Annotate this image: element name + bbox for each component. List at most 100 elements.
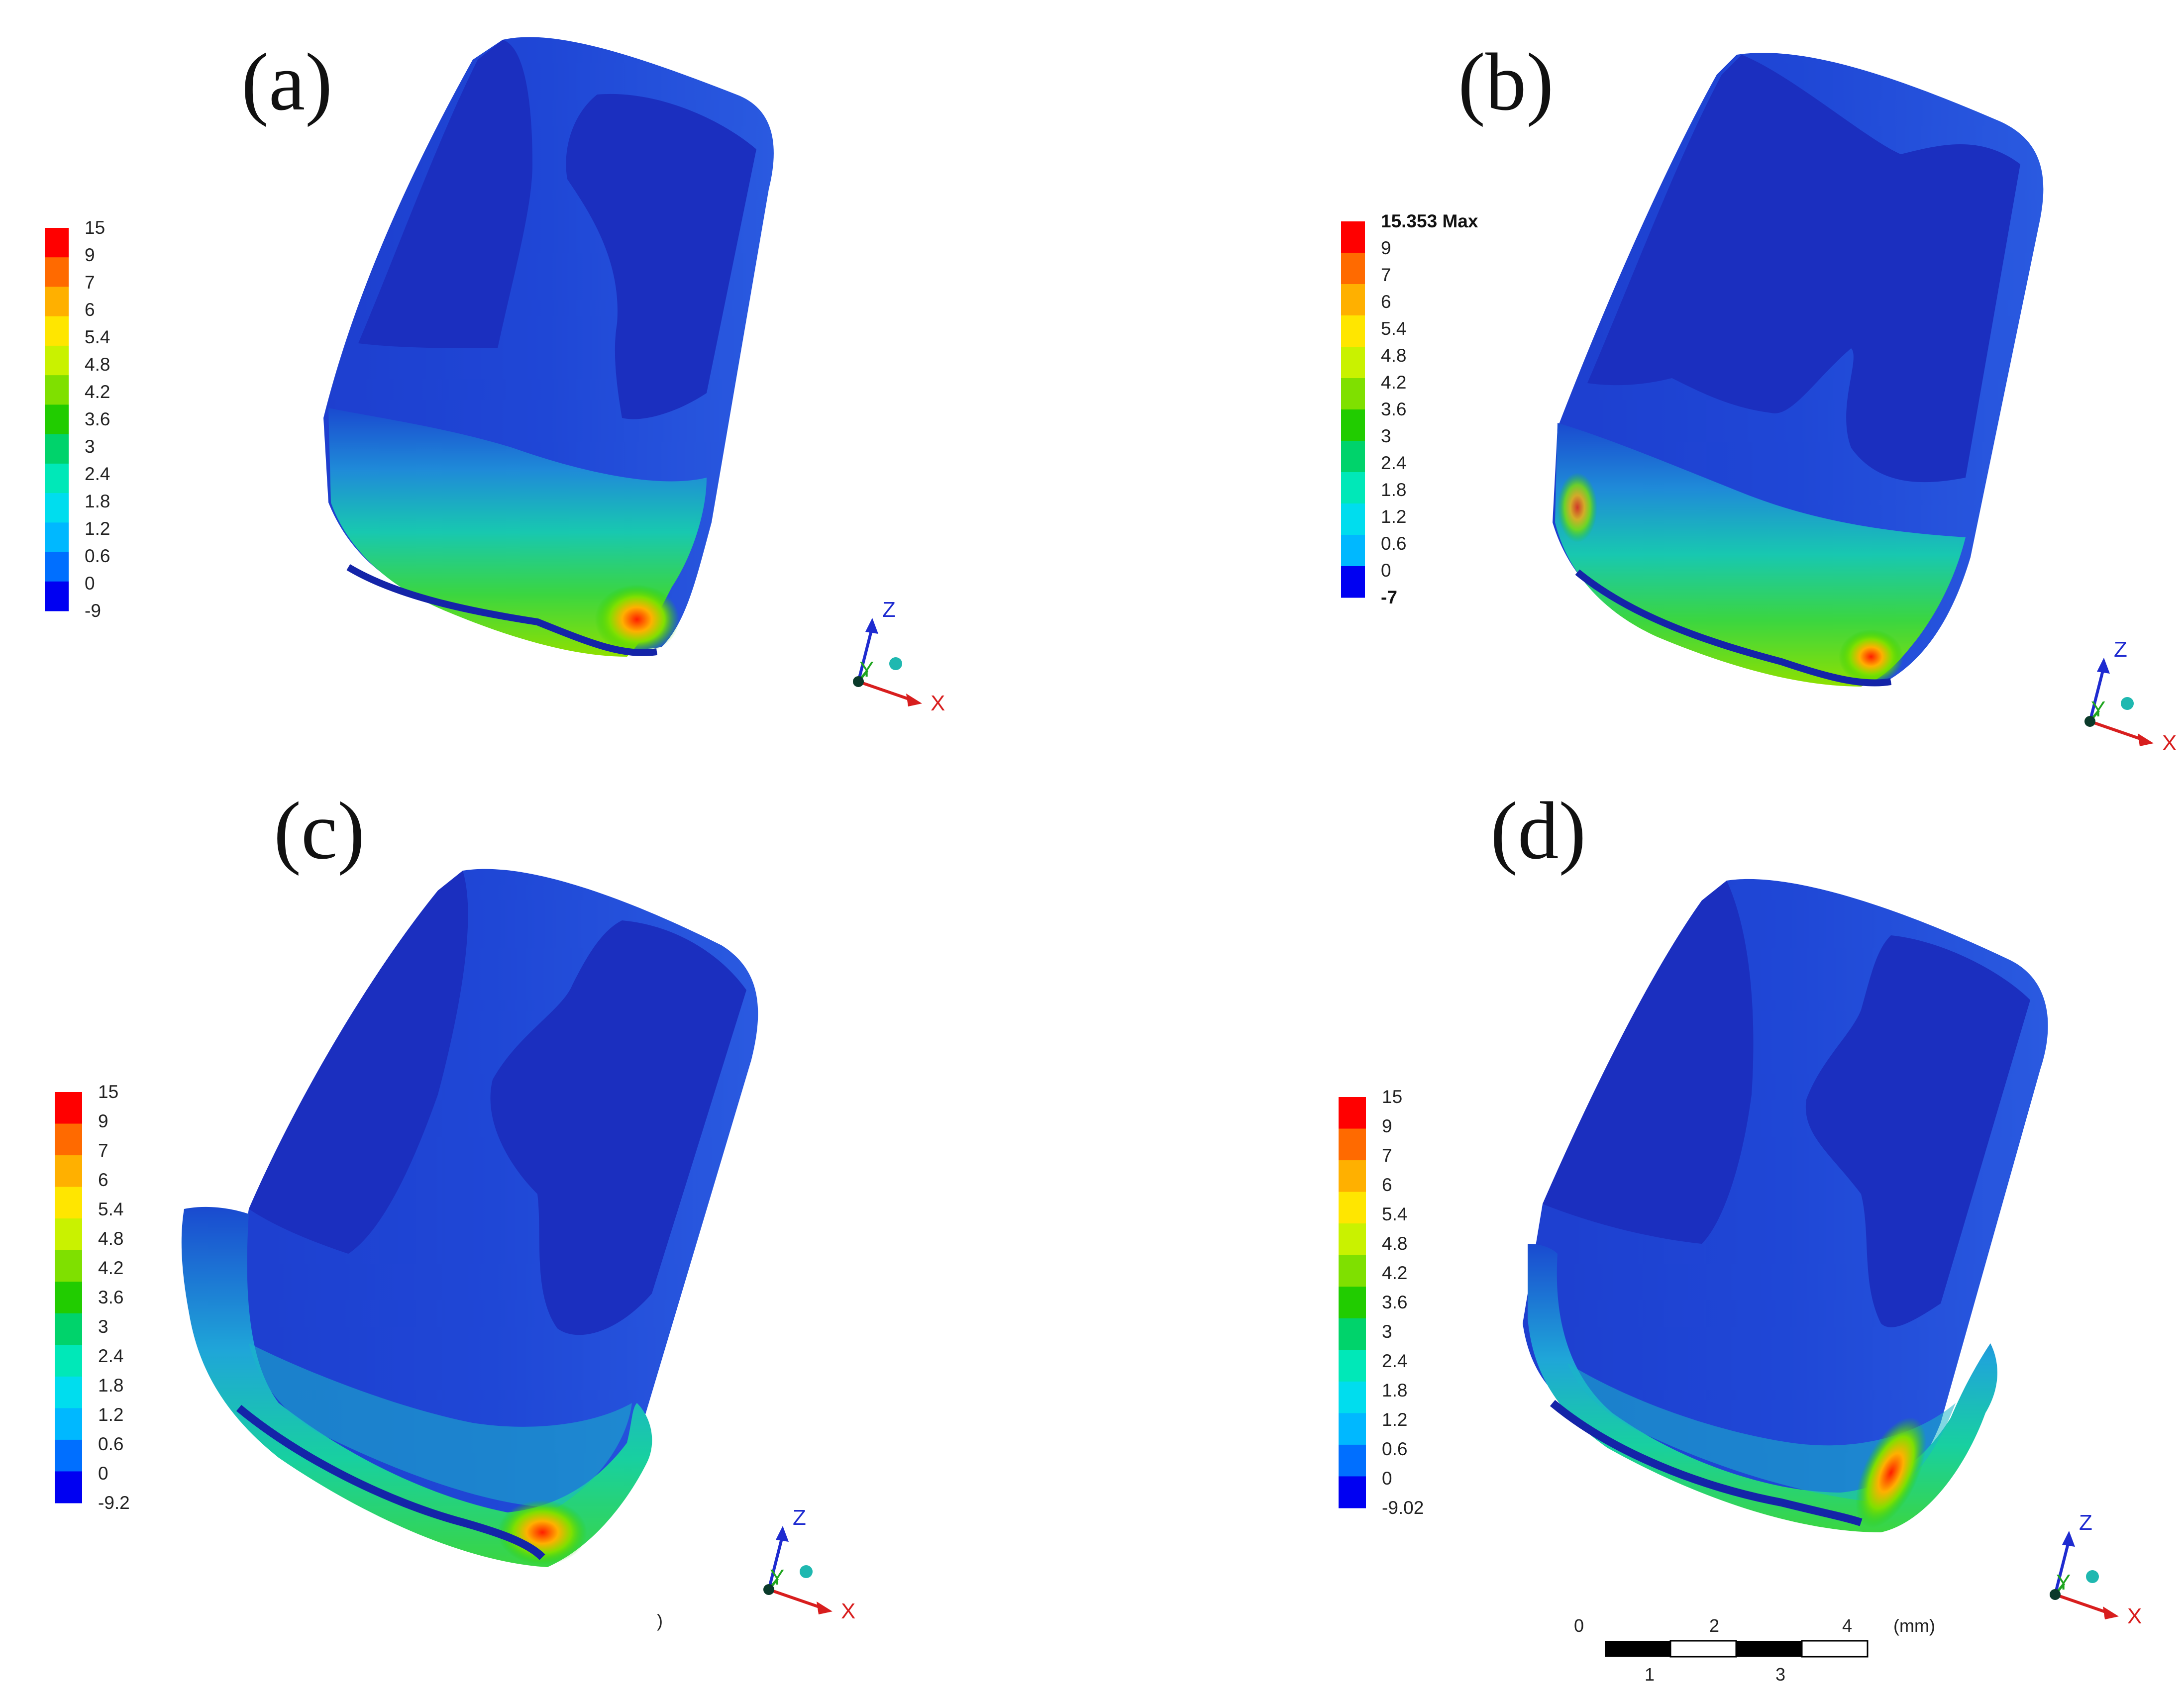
- legend-label: 4.8: [98, 1228, 123, 1249]
- legend-label: -9.2: [98, 1493, 130, 1513]
- legend-swatch: [1341, 315, 1365, 347]
- legend-swatch: [55, 1123, 82, 1156]
- x-axis-label: X: [841, 1599, 855, 1623]
- legend-label: 1.8: [1381, 480, 1406, 500]
- legend-label: 2.4: [98, 1346, 123, 1366]
- legend-label: 1.2: [85, 518, 110, 539]
- panel-c: (c) 159765.44.84.23.632.41.81.20.60-9.2 …: [55, 785, 855, 1631]
- legend-swatch: [1339, 1097, 1366, 1129]
- panel-c-label: (c): [274, 785, 365, 876]
- legend-swatch: [1341, 253, 1365, 285]
- legend-label: 4.2: [1381, 372, 1406, 393]
- legend-label: 3: [98, 1316, 108, 1337]
- model-a-zone-left: [358, 40, 532, 348]
- z-axis-label: Z: [793, 1505, 806, 1530]
- scale-tick-3: 3: [1775, 1664, 1785, 1685]
- scale-segment-4: [1801, 1640, 1869, 1658]
- legend-swatch: [1341, 347, 1365, 379]
- legend-label: 6: [98, 1170, 108, 1190]
- scale-segment-1: [1605, 1641, 1670, 1657]
- x-axis-line: [858, 680, 914, 702]
- legend-label: 3.6: [85, 409, 110, 429]
- legend-label: 1.2: [1381, 506, 1406, 527]
- legend-label: 4.2: [1382, 1263, 1407, 1283]
- legend-label: 4.2: [85, 382, 110, 402]
- legend-swatch: [55, 1471, 82, 1503]
- legend-swatch: [1339, 1350, 1366, 1382]
- legend-swatch: [45, 404, 69, 435]
- axis-triad-b: ZXY: [2084, 637, 2177, 755]
- legend-label: 0: [98, 1463, 108, 1484]
- legend-label: -9.02: [1382, 1498, 1424, 1518]
- model-c-collar: [181, 1206, 652, 1567]
- legend-swatch: [45, 434, 69, 464]
- legend-label: 4.8: [1381, 345, 1406, 366]
- panel-b: (b) 15.353 Max 9 7 6 5.4 4.8 4.2 3.6 3 2.4 1.8 1.2 0…: [1341, 36, 2177, 755]
- legend-label: 0.6: [1382, 1439, 1407, 1459]
- z-axis-arrow-icon: [865, 618, 878, 634]
- model-a-hotspot: [595, 585, 679, 654]
- legend-label: 1.2: [98, 1404, 123, 1425]
- panel-d-label: (d): [1490, 785, 1586, 876]
- z-axis-line: [2088, 666, 2105, 722]
- legend-swatch: [1339, 1128, 1366, 1161]
- legend-label: 15.353 Max: [1381, 211, 1478, 231]
- z-axis-arrow-icon: [776, 1526, 789, 1542]
- legend-swatch: [1341, 284, 1365, 316]
- z-axis-line: [857, 626, 874, 682]
- legend-label: 4.8: [85, 354, 110, 375]
- legend-swatch: [55, 1345, 82, 1377]
- legend-label: 1.8: [1382, 1380, 1407, 1400]
- x-axis-label: X: [2127, 1604, 2142, 1628]
- legend-swatch: [55, 1187, 82, 1219]
- z-axis-label: Z: [2114, 637, 2127, 662]
- scale-segment-2: [1669, 1640, 1737, 1658]
- legend-c: 15 9 7 6 5.4 4.8 4.2 3.6 3 2.4 1.8 1.2 0.6 0 -9.2: [55, 1082, 130, 1513]
- legend-swatch: [1339, 1160, 1366, 1193]
- legend-swatch: [45, 463, 69, 494]
- legend-label: 9: [85, 245, 95, 265]
- x-axis-arrow-icon: [817, 1601, 832, 1614]
- z-axis-arrow-icon: [2097, 658, 2110, 674]
- legend-swatch: [1341, 535, 1365, 567]
- legend-swatch: [45, 228, 69, 258]
- model-d: [1523, 879, 2048, 1532]
- legend-swatch: [55, 1408, 82, 1440]
- legend-swatch: [45, 257, 69, 287]
- legend-label: 15: [98, 1082, 118, 1102]
- legend-label: 2.4: [1381, 453, 1406, 473]
- x-axis-arrow-icon: [906, 694, 922, 706]
- legend-label: 5.4: [1381, 318, 1406, 339]
- axis-triad-d: ZXY: [2050, 1510, 2142, 1628]
- legend-swatch: [1341, 221, 1365, 253]
- legend-swatch: [1339, 1223, 1366, 1256]
- model-b-hotspot-left: [1558, 473, 1597, 542]
- legend-swatch: [45, 522, 69, 553]
- legend-label: 6: [1381, 292, 1391, 312]
- model-c-hotspot: [498, 1500, 587, 1565]
- legend-b: 15.353 Max 9 7 6 5.4 4.8 4.2 3.6 3 2.4 1.8 1.2 0.6 0 -…: [1341, 211, 1478, 607]
- legend-label: -9: [85, 600, 101, 621]
- scale-bar: 0 2 4 (mm) 1 3: [1574, 1615, 1935, 1685]
- legend-label: 9: [1381, 238, 1391, 258]
- legend-swatch: [45, 287, 69, 317]
- legend-label: 5.4: [98, 1199, 123, 1219]
- legend-label: 0: [1382, 1468, 1392, 1489]
- model-d-hotspot: [1855, 1417, 1927, 1528]
- legend-label: 2.4: [1382, 1351, 1407, 1371]
- x-axis-arrow-icon: [2138, 733, 2154, 746]
- scale-tick-2: 2: [1709, 1615, 1719, 1636]
- panel-a: (a) 15 9 7 6 5.4 4.8 4.2 3.6 3 2.4 1.8 1.2 0.6 0 -9 Z X…: [45, 36, 945, 715]
- legend-swatch: [55, 1439, 82, 1472]
- model-b-edge: [1575, 569, 1892, 687]
- model-a-zone-right: [566, 94, 756, 419]
- model-d-zone-right: [1805, 935, 2030, 1327]
- legend-swatch: [1339, 1255, 1366, 1287]
- legend-swatch: [55, 1250, 82, 1282]
- legend-label: 1.2: [1382, 1409, 1407, 1430]
- legend-swatch: [55, 1282, 82, 1314]
- x-axis-arrow-icon: [2103, 1606, 2119, 1619]
- triad-origin: [2050, 1589, 2061, 1600]
- x-axis-label: X: [2162, 731, 2177, 755]
- panel-a-label: (a): [241, 36, 332, 127]
